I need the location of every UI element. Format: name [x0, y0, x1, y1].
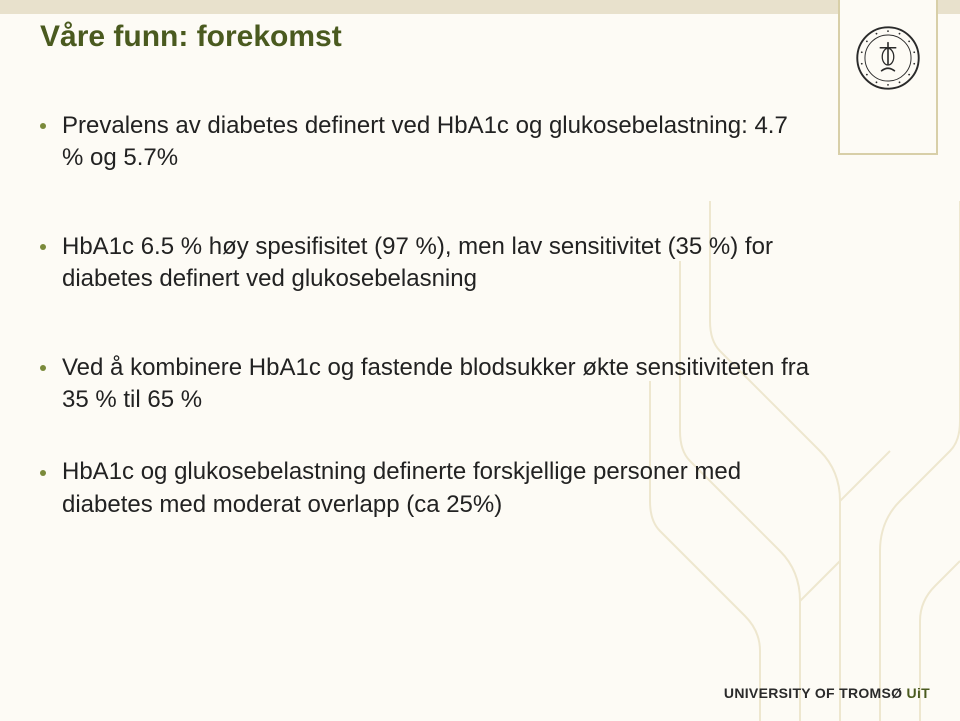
bullet-list: Prevalens av diabetes definert ved HbA1c… — [40, 110, 810, 521]
footer-brand: UiT — [907, 685, 930, 701]
slide-title: Våre funn: forekomst — [40, 20, 342, 54]
bullet-item: Ved å kombinere HbA1c og fastende blodsu… — [40, 352, 810, 417]
footer-text: UNIVERSITY OF TROMSØ — [724, 685, 907, 701]
bullet-item: HbA1c 6.5 % høy spesifisitet (97 %), men… — [40, 231, 810, 296]
slide: Våre funn: forekomst Prevalens av diabet… — [0, 0, 960, 721]
bullet-item: Prevalens av diabetes definert ved HbA1c… — [40, 110, 810, 175]
top-strip — [0, 0, 960, 14]
footer-logo: UNIVERSITY OF TROMSØ UiT — [724, 685, 930, 701]
bullet-item: HbA1c og glukosebelastning definerte for… — [40, 456, 810, 521]
university-seal-icon — [856, 26, 920, 90]
accent-bookmark — [838, 0, 938, 155]
